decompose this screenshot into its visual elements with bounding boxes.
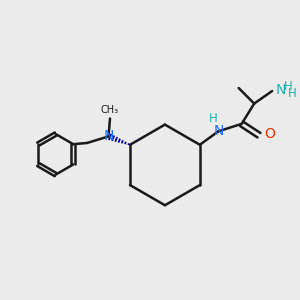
Text: N: N <box>103 129 114 143</box>
Text: N: N <box>276 82 286 97</box>
Text: H: H <box>284 80 293 93</box>
Text: CH₃: CH₃ <box>101 105 119 115</box>
Text: H: H <box>288 87 297 100</box>
Text: H: H <box>208 112 217 125</box>
Text: N: N <box>213 124 224 138</box>
Text: O: O <box>264 127 275 141</box>
